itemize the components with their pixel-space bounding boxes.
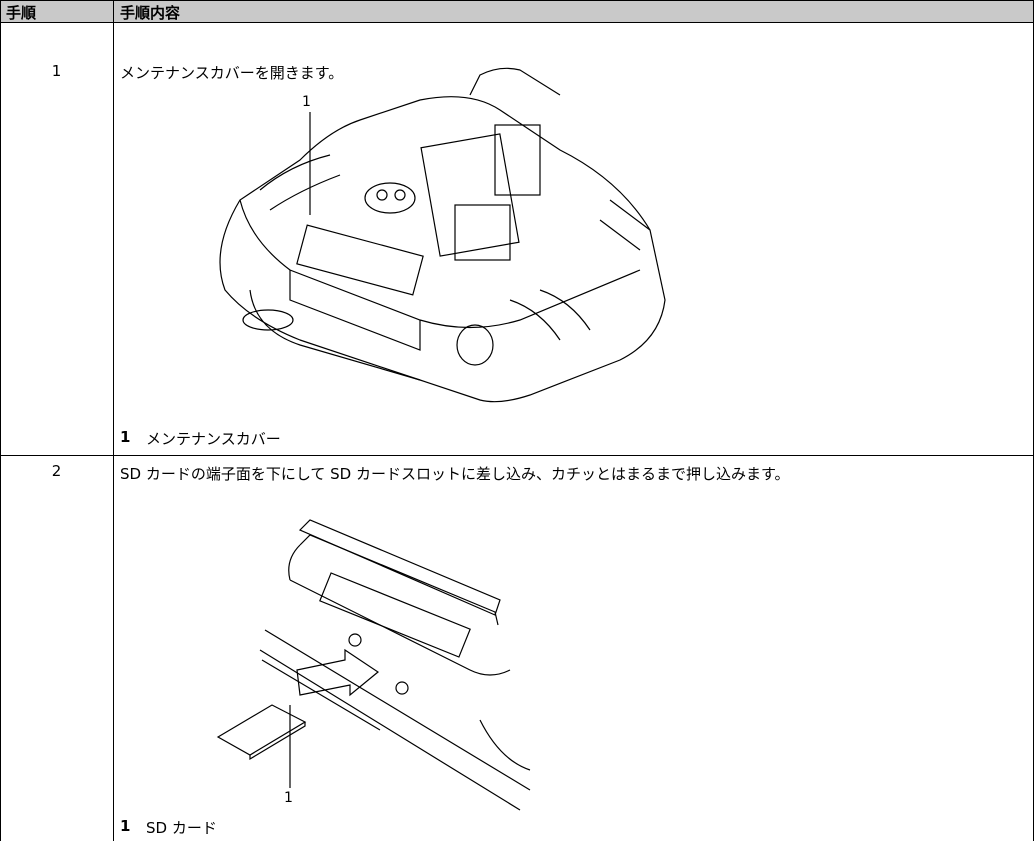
header-cell: 手順: [6, 4, 37, 22]
border: [0, 455, 1034, 456]
callout: 1: [302, 94, 311, 110]
step-number: 1: [51, 62, 62, 80]
table-header: [0, 0, 1033, 22]
border: [0, 0, 1, 841]
legend-label: メンテナンスカバー: [146, 430, 281, 448]
border: [113, 0, 114, 841]
callout: 1: [284, 790, 293, 806]
border: [0, 0, 1034, 1]
instruction: SD カードの端子面を下にして SD カードスロットに差し込み、カチッとはまるま…: [120, 465, 790, 483]
instruction: メンテナンスカバーを開きます。: [120, 64, 344, 82]
step-number: 2: [51, 462, 62, 480]
border: [1033, 0, 1034, 841]
header-cell: 手順内容: [120, 4, 181, 22]
border: [0, 22, 1034, 23]
legend-number: 1: [120, 817, 131, 835]
legend-number: 1: [120, 428, 131, 446]
legend-label: SD カード: [146, 819, 217, 837]
